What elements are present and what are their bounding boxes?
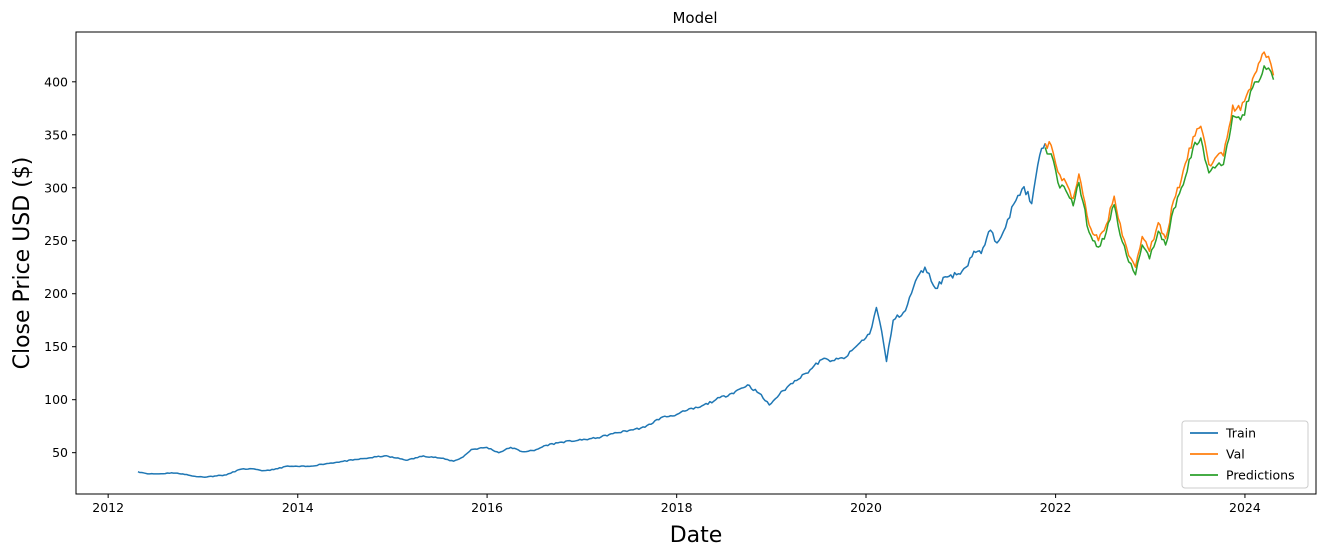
series-line-train	[137, 143, 1046, 479]
y-tick-label: 300	[44, 180, 68, 195]
y-tick-label: 100	[44, 392, 68, 407]
x-tick-label: 2012	[92, 500, 124, 515]
series-line-val	[1044, 51, 1275, 268]
legend-label-val: Val	[1226, 447, 1245, 462]
x-tick-label: 2016	[471, 500, 503, 515]
y-tick-label: 250	[44, 233, 68, 248]
y-tick-label: 50	[52, 445, 68, 460]
legend: Train Val Predictions	[1181, 420, 1309, 489]
chart-title: Model	[672, 9, 717, 27]
legend-label-predictions: Predictions	[1226, 468, 1295, 483]
x-tick-label: 2024	[1229, 500, 1261, 515]
y-tick-label: 150	[44, 339, 68, 354]
y-tick-label: 400	[44, 74, 68, 89]
x-axis-title: Date	[670, 523, 723, 548]
x-tick-label: 2022	[1040, 500, 1072, 515]
y-axis: 50 100 150 200 250 300 350 400	[44, 74, 76, 460]
x-axis: 2012 2014 2016 2018 2020 2022 2024	[92, 494, 1261, 515]
series-layer	[137, 51, 1275, 479]
y-tick-label: 350	[44, 127, 68, 142]
x-tick-label: 2018	[661, 500, 693, 515]
legend-label-train: Train	[1225, 426, 1256, 441]
x-tick-label: 2020	[850, 500, 882, 515]
legend-box	[1181, 420, 1309, 489]
y-tick-label: 200	[44, 286, 68, 301]
plot-frame	[75, 31, 1317, 495]
x-tick-label: 2014	[282, 500, 314, 515]
y-axis-title: Close Price USD ($)	[10, 157, 35, 370]
series-line-predictions	[1044, 65, 1275, 276]
